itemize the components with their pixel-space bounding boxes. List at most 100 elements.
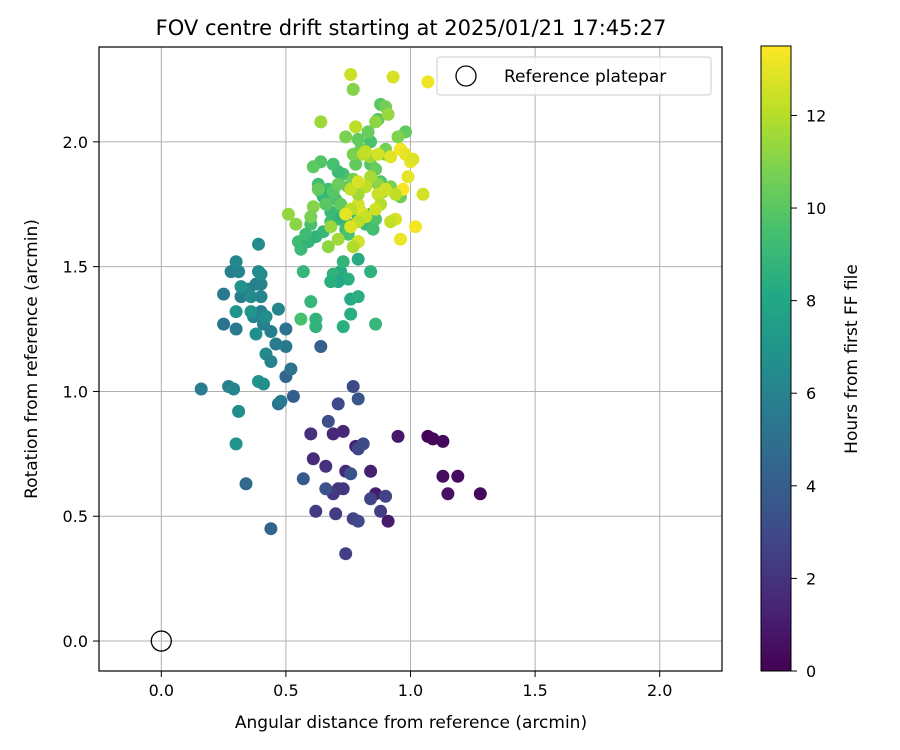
data-point bbox=[289, 217, 303, 231]
data-point bbox=[331, 397, 345, 411]
y-tick-label: 1.5 bbox=[63, 258, 88, 277]
data-point bbox=[296, 265, 310, 279]
x-tick-label: 1.0 bbox=[398, 681, 423, 700]
data-point bbox=[309, 320, 323, 334]
data-point bbox=[271, 302, 285, 316]
data-point bbox=[244, 305, 258, 319]
data-point bbox=[451, 469, 465, 483]
data-point bbox=[369, 115, 383, 129]
colorbar-tick-label: 4 bbox=[806, 477, 816, 496]
data-point bbox=[349, 157, 363, 171]
data-point bbox=[364, 492, 378, 506]
data-point bbox=[329, 507, 343, 521]
data-point bbox=[321, 414, 335, 428]
colorbar-title: Hours from first FF file bbox=[842, 264, 862, 454]
colorbar-tick-label: 6 bbox=[806, 384, 816, 403]
data-point bbox=[336, 320, 350, 334]
data-point bbox=[331, 177, 345, 191]
data-point bbox=[351, 514, 365, 528]
data-point bbox=[344, 220, 358, 234]
data-point bbox=[314, 115, 328, 129]
data-point bbox=[249, 327, 263, 341]
data-point bbox=[279, 340, 293, 353]
data-point bbox=[336, 255, 350, 269]
reference-marker-layer bbox=[150, 630, 172, 652]
data-point bbox=[369, 202, 383, 216]
data-point bbox=[344, 307, 358, 321]
data-point bbox=[356, 437, 370, 451]
data-point bbox=[326, 157, 340, 171]
data-point bbox=[401, 170, 415, 184]
data-point bbox=[264, 355, 278, 368]
data-point bbox=[284, 362, 298, 376]
x-tick-label: 2.0 bbox=[647, 681, 672, 700]
data-point bbox=[381, 514, 395, 528]
data-point bbox=[361, 125, 375, 139]
data-point bbox=[336, 482, 350, 496]
data-point bbox=[306, 200, 320, 214]
data-point bbox=[349, 120, 363, 134]
x-tick-label: 0.5 bbox=[273, 681, 298, 700]
data-point bbox=[391, 429, 405, 443]
data-point bbox=[331, 232, 345, 246]
data-point bbox=[252, 237, 265, 251]
data-point bbox=[227, 382, 241, 396]
data-point bbox=[254, 290, 268, 304]
data-point bbox=[391, 130, 405, 144]
data-point bbox=[319, 482, 333, 496]
data-point bbox=[311, 182, 325, 196]
data-point bbox=[426, 432, 440, 446]
data-points bbox=[194, 68, 487, 561]
data-point bbox=[409, 220, 422, 234]
data-point bbox=[369, 317, 383, 331]
data-point bbox=[371, 147, 385, 161]
data-point bbox=[229, 322, 243, 336]
colorbar-tick-label: 8 bbox=[806, 292, 816, 311]
data-point bbox=[386, 70, 400, 84]
x-tick-label: 0.0 bbox=[149, 681, 174, 700]
y-axis-ticks: 0.0 0.5 1.0 1.5 2.0 bbox=[63, 133, 99, 651]
data-point bbox=[229, 305, 243, 319]
data-point bbox=[304, 210, 318, 224]
data-point bbox=[394, 232, 407, 246]
data-point bbox=[304, 295, 318, 309]
data-point bbox=[244, 290, 258, 304]
y-tick-label: 1.0 bbox=[63, 382, 88, 401]
data-point bbox=[254, 277, 268, 291]
data-point bbox=[306, 452, 320, 466]
data-point bbox=[364, 170, 378, 184]
data-point bbox=[319, 197, 333, 211]
reference-platepar-marker bbox=[150, 630, 172, 652]
data-point bbox=[296, 472, 310, 486]
data-point bbox=[339, 130, 353, 144]
legend-label-reference: Reference platepar bbox=[504, 67, 666, 87]
data-point bbox=[309, 504, 323, 518]
data-point bbox=[304, 427, 318, 441]
data-point bbox=[274, 394, 288, 408]
data-point bbox=[389, 187, 402, 201]
data-point bbox=[339, 207, 353, 221]
data-point bbox=[229, 255, 243, 269]
data-point bbox=[324, 220, 338, 234]
colorbar bbox=[760, 45, 792, 672]
colorbar-tick-label: 0 bbox=[806, 662, 816, 681]
data-point bbox=[232, 265, 246, 279]
data-point bbox=[299, 227, 313, 241]
legend: Reference platepar bbox=[436, 56, 712, 96]
data-point bbox=[346, 240, 360, 254]
data-point bbox=[441, 487, 455, 501]
data-point bbox=[359, 145, 373, 159]
data-point bbox=[381, 107, 395, 121]
data-point bbox=[279, 322, 293, 336]
data-point bbox=[314, 340, 328, 353]
data-point bbox=[229, 437, 243, 451]
data-point bbox=[416, 187, 430, 201]
legend-reference-marker bbox=[455, 65, 477, 87]
data-point bbox=[436, 434, 450, 448]
data-point bbox=[294, 312, 308, 326]
data-point bbox=[269, 337, 283, 351]
data-point bbox=[264, 522, 278, 536]
data-point bbox=[321, 240, 335, 254]
data-point bbox=[257, 377, 270, 391]
